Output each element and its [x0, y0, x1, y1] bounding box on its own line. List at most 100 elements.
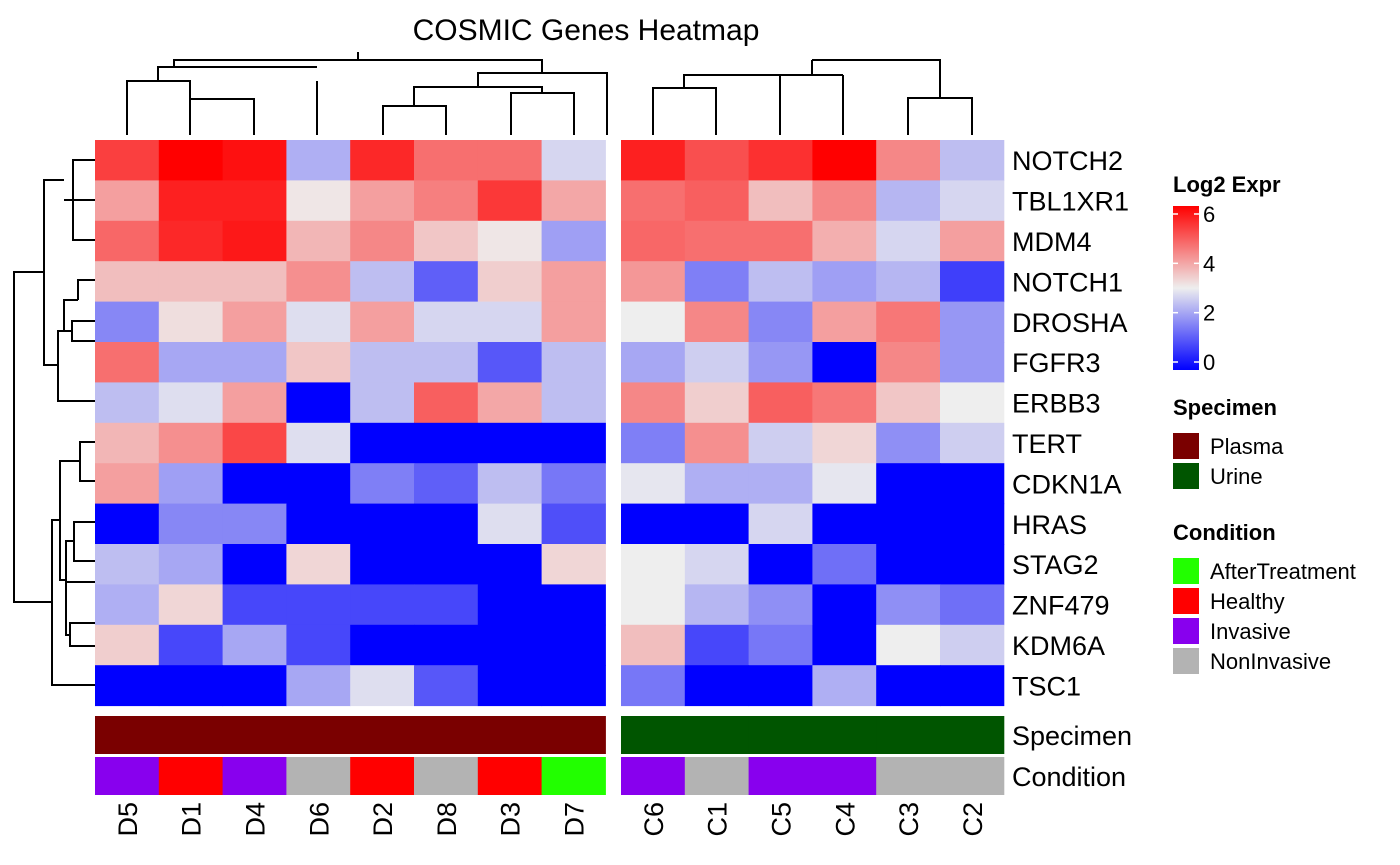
dendrogram-branch — [72, 200, 95, 241]
heatmap-cell — [748, 220, 813, 262]
heatmap-cell — [621, 220, 686, 262]
condition-cell — [940, 757, 1005, 795]
heatmap-cell — [541, 665, 606, 707]
heatmap-cell — [876, 301, 941, 343]
heatmap-cell — [158, 584, 224, 626]
heatmap-cell — [748, 503, 813, 545]
heatmap-cell — [286, 584, 351, 626]
heatmap-cell — [684, 180, 750, 222]
scale-tick-label: 6 — [1203, 202, 1215, 227]
heatmap-cell — [286, 220, 351, 262]
condition-cell — [812, 757, 877, 795]
heatmap-cell — [621, 382, 686, 424]
heatmap-cell — [95, 544, 160, 585]
heatmap-cell — [541, 584, 606, 626]
sample-labels: D5 D1 D4 D6 D2 D8 D3 D7 C6 C1 C5 C4 C3 C2 — [113, 802, 988, 837]
heatmap-cell — [350, 503, 415, 545]
heatmap-cell — [940, 140, 1005, 181]
heatmap-cell — [95, 140, 160, 181]
heatmap-cell — [812, 180, 877, 222]
heatmap-cell — [95, 261, 160, 303]
heatmap-cell — [940, 463, 1005, 505]
heatmap-cell — [95, 220, 160, 262]
heatmap-cell — [748, 180, 813, 222]
heatmap-cell — [477, 624, 543, 666]
heatmap-cell — [350, 584, 415, 626]
heatmap-cell — [940, 301, 1005, 343]
heatmap-cell — [812, 624, 877, 666]
heatmap-cell — [541, 261, 606, 303]
heatmap-cell — [414, 140, 479, 181]
heatmap-cell — [222, 584, 287, 626]
heatmap-cell — [414, 382, 479, 424]
condition-cell — [222, 757, 287, 795]
condition-cell — [621, 757, 686, 795]
legends: Log2 Expr 0 2 4 6 Specimen Plasma Urine Cond… — [1173, 172, 1356, 674]
heatmap-cell — [940, 665, 1005, 707]
heatmap-cell — [477, 544, 543, 585]
condition-cell — [414, 757, 479, 795]
heatmap-cell — [414, 624, 479, 666]
heatmap-cell — [158, 624, 224, 666]
sample-label-d4: D4 — [241, 802, 271, 837]
heatmap-cell — [414, 463, 479, 505]
gene-label-tsc1: TSC1 — [1012, 671, 1081, 701]
heatmap-cell — [158, 301, 224, 343]
sample-label-c3: C3 — [894, 802, 924, 837]
dendrogram-branch — [812, 59, 941, 98]
heatmap-cell — [222, 422, 287, 464]
sample-label-d6: D6 — [304, 802, 334, 837]
heatmap-cell — [541, 503, 606, 545]
condition-legend: AfterTreatment Healthy Invasive NonInvasive — [1173, 558, 1356, 674]
heatmap-cell — [350, 140, 415, 181]
heatmap-cell — [95, 665, 160, 707]
heatmap-cell — [95, 584, 160, 626]
dendrogram-branch — [63, 299, 78, 332]
heatmap-cell — [748, 463, 813, 505]
heatmap-cell — [95, 301, 160, 343]
heatmap-cell — [876, 382, 941, 424]
specimen-cell — [876, 716, 941, 754]
sample-label-d8: D8 — [432, 802, 462, 837]
condition-cell — [286, 757, 351, 795]
condition-cell — [95, 757, 160, 795]
heatmap-cell — [222, 624, 287, 666]
sample-label-d7: D7 — [560, 802, 590, 837]
heatmap-cell — [477, 220, 543, 262]
sample-label-d5: D5 — [113, 802, 143, 837]
heatmap-cell — [684, 544, 750, 585]
condition-cell — [158, 757, 224, 795]
heatmap-cell — [350, 301, 415, 343]
sample-label-c4: C4 — [830, 802, 860, 837]
heatmap-cell — [684, 665, 750, 707]
heatmap-cell — [414, 422, 479, 464]
heatmap-cell — [812, 220, 877, 262]
heatmap-cell — [621, 584, 686, 626]
condition-cell — [876, 757, 941, 795]
scale-tick-label: 4 — [1203, 251, 1215, 276]
legend-label-invasive: Invasive — [1210, 619, 1291, 644]
specimen-cell — [684, 716, 750, 754]
heatmap-cell — [222, 544, 287, 585]
sample-label-c5: C5 — [767, 802, 797, 837]
heatmap-cell — [876, 624, 941, 666]
heatmap-cell — [414, 220, 479, 262]
heatmap-cell — [621, 544, 686, 585]
condition-cell — [477, 757, 543, 795]
heatmap-cell — [541, 382, 606, 424]
heatmap-cell — [286, 544, 351, 585]
heatmap-cell — [158, 422, 224, 464]
heatmap-cell — [95, 180, 160, 222]
specimen-cell — [748, 716, 813, 754]
gene-label-znf479: ZNF479 — [1012, 591, 1110, 621]
gene-label-fgfr3: FGFR3 — [1012, 348, 1101, 378]
heatmap-cell — [684, 301, 750, 343]
heatmap-cell — [876, 261, 941, 303]
heatmap-cell — [684, 140, 750, 181]
legend-swatch-healthy — [1173, 588, 1199, 614]
gene-label-mdm4: MDM4 — [1012, 227, 1092, 257]
heatmap-cell — [95, 624, 160, 666]
heatmap-cell — [621, 140, 686, 181]
heatmap-cell — [876, 463, 941, 505]
heatmap-cell — [158, 180, 224, 222]
